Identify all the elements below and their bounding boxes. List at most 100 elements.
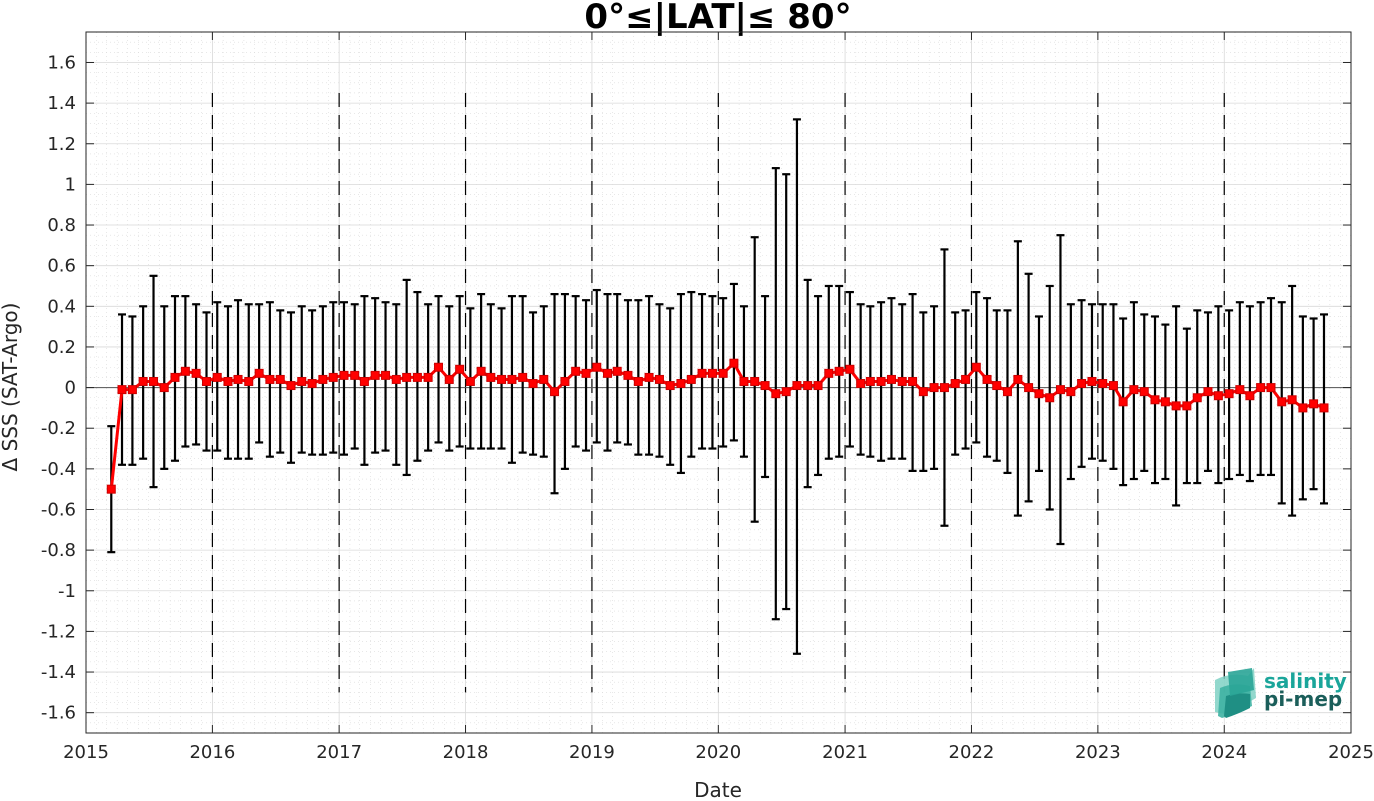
data-point-marker bbox=[729, 358, 739, 368]
data-point-marker bbox=[1139, 387, 1149, 397]
data-point-marker bbox=[1171, 401, 1181, 411]
data-point-marker bbox=[750, 376, 760, 386]
data-point-marker bbox=[244, 376, 254, 386]
data-point-marker bbox=[813, 381, 823, 391]
x-tick-label: 2017 bbox=[316, 742, 362, 763]
y-tick-label: 0.2 bbox=[47, 337, 76, 358]
data-point-marker bbox=[297, 376, 307, 386]
y-tick-label: -0.2 bbox=[41, 418, 76, 439]
data-point-marker bbox=[961, 374, 971, 384]
data-point-marker bbox=[444, 374, 454, 384]
data-point-marker bbox=[191, 368, 201, 378]
data-point-marker bbox=[476, 366, 486, 376]
data-point-marker bbox=[612, 366, 622, 376]
axis-ticks bbox=[85, 32, 1352, 733]
data-point-marker bbox=[170, 372, 180, 382]
x-tick-label: 2024 bbox=[1201, 742, 1247, 763]
data-point-marker bbox=[739, 376, 749, 386]
data-point-marker bbox=[929, 383, 939, 393]
data-point-marker bbox=[571, 366, 581, 376]
data-point-marker bbox=[1213, 391, 1223, 401]
data-point-marker bbox=[686, 374, 696, 384]
data-point-marker bbox=[1235, 385, 1245, 395]
year-boundary-lines bbox=[211, 92, 1225, 693]
data-point-marker bbox=[950, 379, 960, 389]
data-point-marker bbox=[676, 379, 686, 389]
y-tick-label: 0.4 bbox=[47, 296, 76, 317]
y-tick-label: 1.2 bbox=[47, 134, 76, 155]
data-point-marker bbox=[223, 376, 233, 386]
data-point-marker bbox=[127, 385, 137, 395]
y-tick-label: 1.6 bbox=[47, 52, 76, 73]
data-point-marker bbox=[865, 376, 875, 386]
series-markers bbox=[106, 358, 1329, 494]
data-point-marker bbox=[402, 372, 412, 382]
data-point-marker bbox=[918, 387, 928, 397]
data-point-marker bbox=[423, 372, 433, 382]
data-point-marker bbox=[592, 362, 602, 372]
data-point-marker bbox=[518, 372, 528, 382]
data-point-marker bbox=[771, 389, 781, 399]
data-point-marker bbox=[1319, 403, 1329, 413]
y-tick-label: -0.6 bbox=[41, 499, 76, 520]
data-point-marker bbox=[1108, 381, 1118, 391]
y-tick-label: 0.6 bbox=[47, 256, 76, 277]
data-point-marker bbox=[212, 372, 222, 382]
data-point-marker bbox=[876, 376, 886, 386]
data-point-marker bbox=[781, 387, 791, 397]
data-point-marker bbox=[718, 368, 728, 378]
x-tick-label: 2015 bbox=[63, 742, 109, 763]
y-tick-label: 1 bbox=[65, 174, 76, 195]
x-tick-label: 2025 bbox=[1328, 742, 1374, 763]
data-point-marker bbox=[1077, 379, 1087, 389]
data-point-marker bbox=[434, 362, 444, 372]
data-point-marker bbox=[465, 376, 475, 386]
data-point-marker bbox=[370, 370, 380, 380]
data-point-marker bbox=[982, 374, 992, 384]
data-point-marker bbox=[1192, 393, 1202, 403]
data-point-marker bbox=[265, 374, 275, 384]
data-point-marker bbox=[1129, 385, 1139, 395]
data-point-marker bbox=[1002, 387, 1012, 397]
data-point-marker bbox=[633, 376, 643, 386]
data-point-marker bbox=[886, 374, 896, 384]
data-point-marker bbox=[1013, 374, 1023, 384]
data-point-marker bbox=[117, 385, 127, 395]
data-point-marker bbox=[1266, 383, 1276, 393]
y-axis-label: Δ SSS (SAT-Argo) bbox=[0, 303, 22, 472]
salinity-pi-mep-logo: salinity pi-mep bbox=[1215, 668, 1347, 718]
data-point-marker bbox=[1087, 376, 1097, 386]
data-point-marker bbox=[1118, 397, 1128, 407]
y-tick-label: 1.4 bbox=[47, 93, 76, 114]
y-tick-label: -0.8 bbox=[41, 540, 76, 561]
y-tick-label: -0.4 bbox=[41, 459, 76, 480]
data-point-marker bbox=[856, 379, 866, 389]
x-tick-label: 2019 bbox=[569, 742, 615, 763]
data-point-marker bbox=[412, 372, 422, 382]
x-tick-label: 2022 bbox=[949, 742, 995, 763]
data-point-marker bbox=[539, 374, 549, 384]
data-point-marker bbox=[792, 381, 802, 391]
data-point-marker bbox=[328, 372, 338, 382]
y-tick-label: -1.6 bbox=[41, 703, 76, 724]
data-point-marker bbox=[939, 383, 949, 393]
data-point-marker bbox=[350, 370, 360, 380]
data-point-marker bbox=[159, 383, 169, 393]
data-point-marker bbox=[381, 370, 391, 380]
y-tick-label: 0 bbox=[65, 378, 76, 399]
data-point-marker bbox=[897, 376, 907, 386]
data-point-marker bbox=[339, 370, 349, 380]
logo-text-salinity: salinity bbox=[1264, 669, 1347, 693]
data-point-marker bbox=[824, 368, 834, 378]
data-point-marker bbox=[318, 374, 328, 384]
data-point-marker bbox=[106, 484, 116, 494]
data-point-marker bbox=[497, 374, 507, 384]
y-tick-label: -1.4 bbox=[41, 662, 76, 683]
data-point-marker bbox=[486, 372, 496, 382]
data-point-marker bbox=[1298, 403, 1308, 413]
x-tick-labels: 2015 2016 2017 2018 2019 2020 2021 2022 2023 2024… bbox=[63, 742, 1374, 763]
data-point-marker bbox=[455, 364, 465, 374]
data-point-marker bbox=[1098, 379, 1108, 389]
data-point-marker bbox=[180, 366, 190, 376]
y-tick-label: -1.2 bbox=[41, 621, 76, 642]
